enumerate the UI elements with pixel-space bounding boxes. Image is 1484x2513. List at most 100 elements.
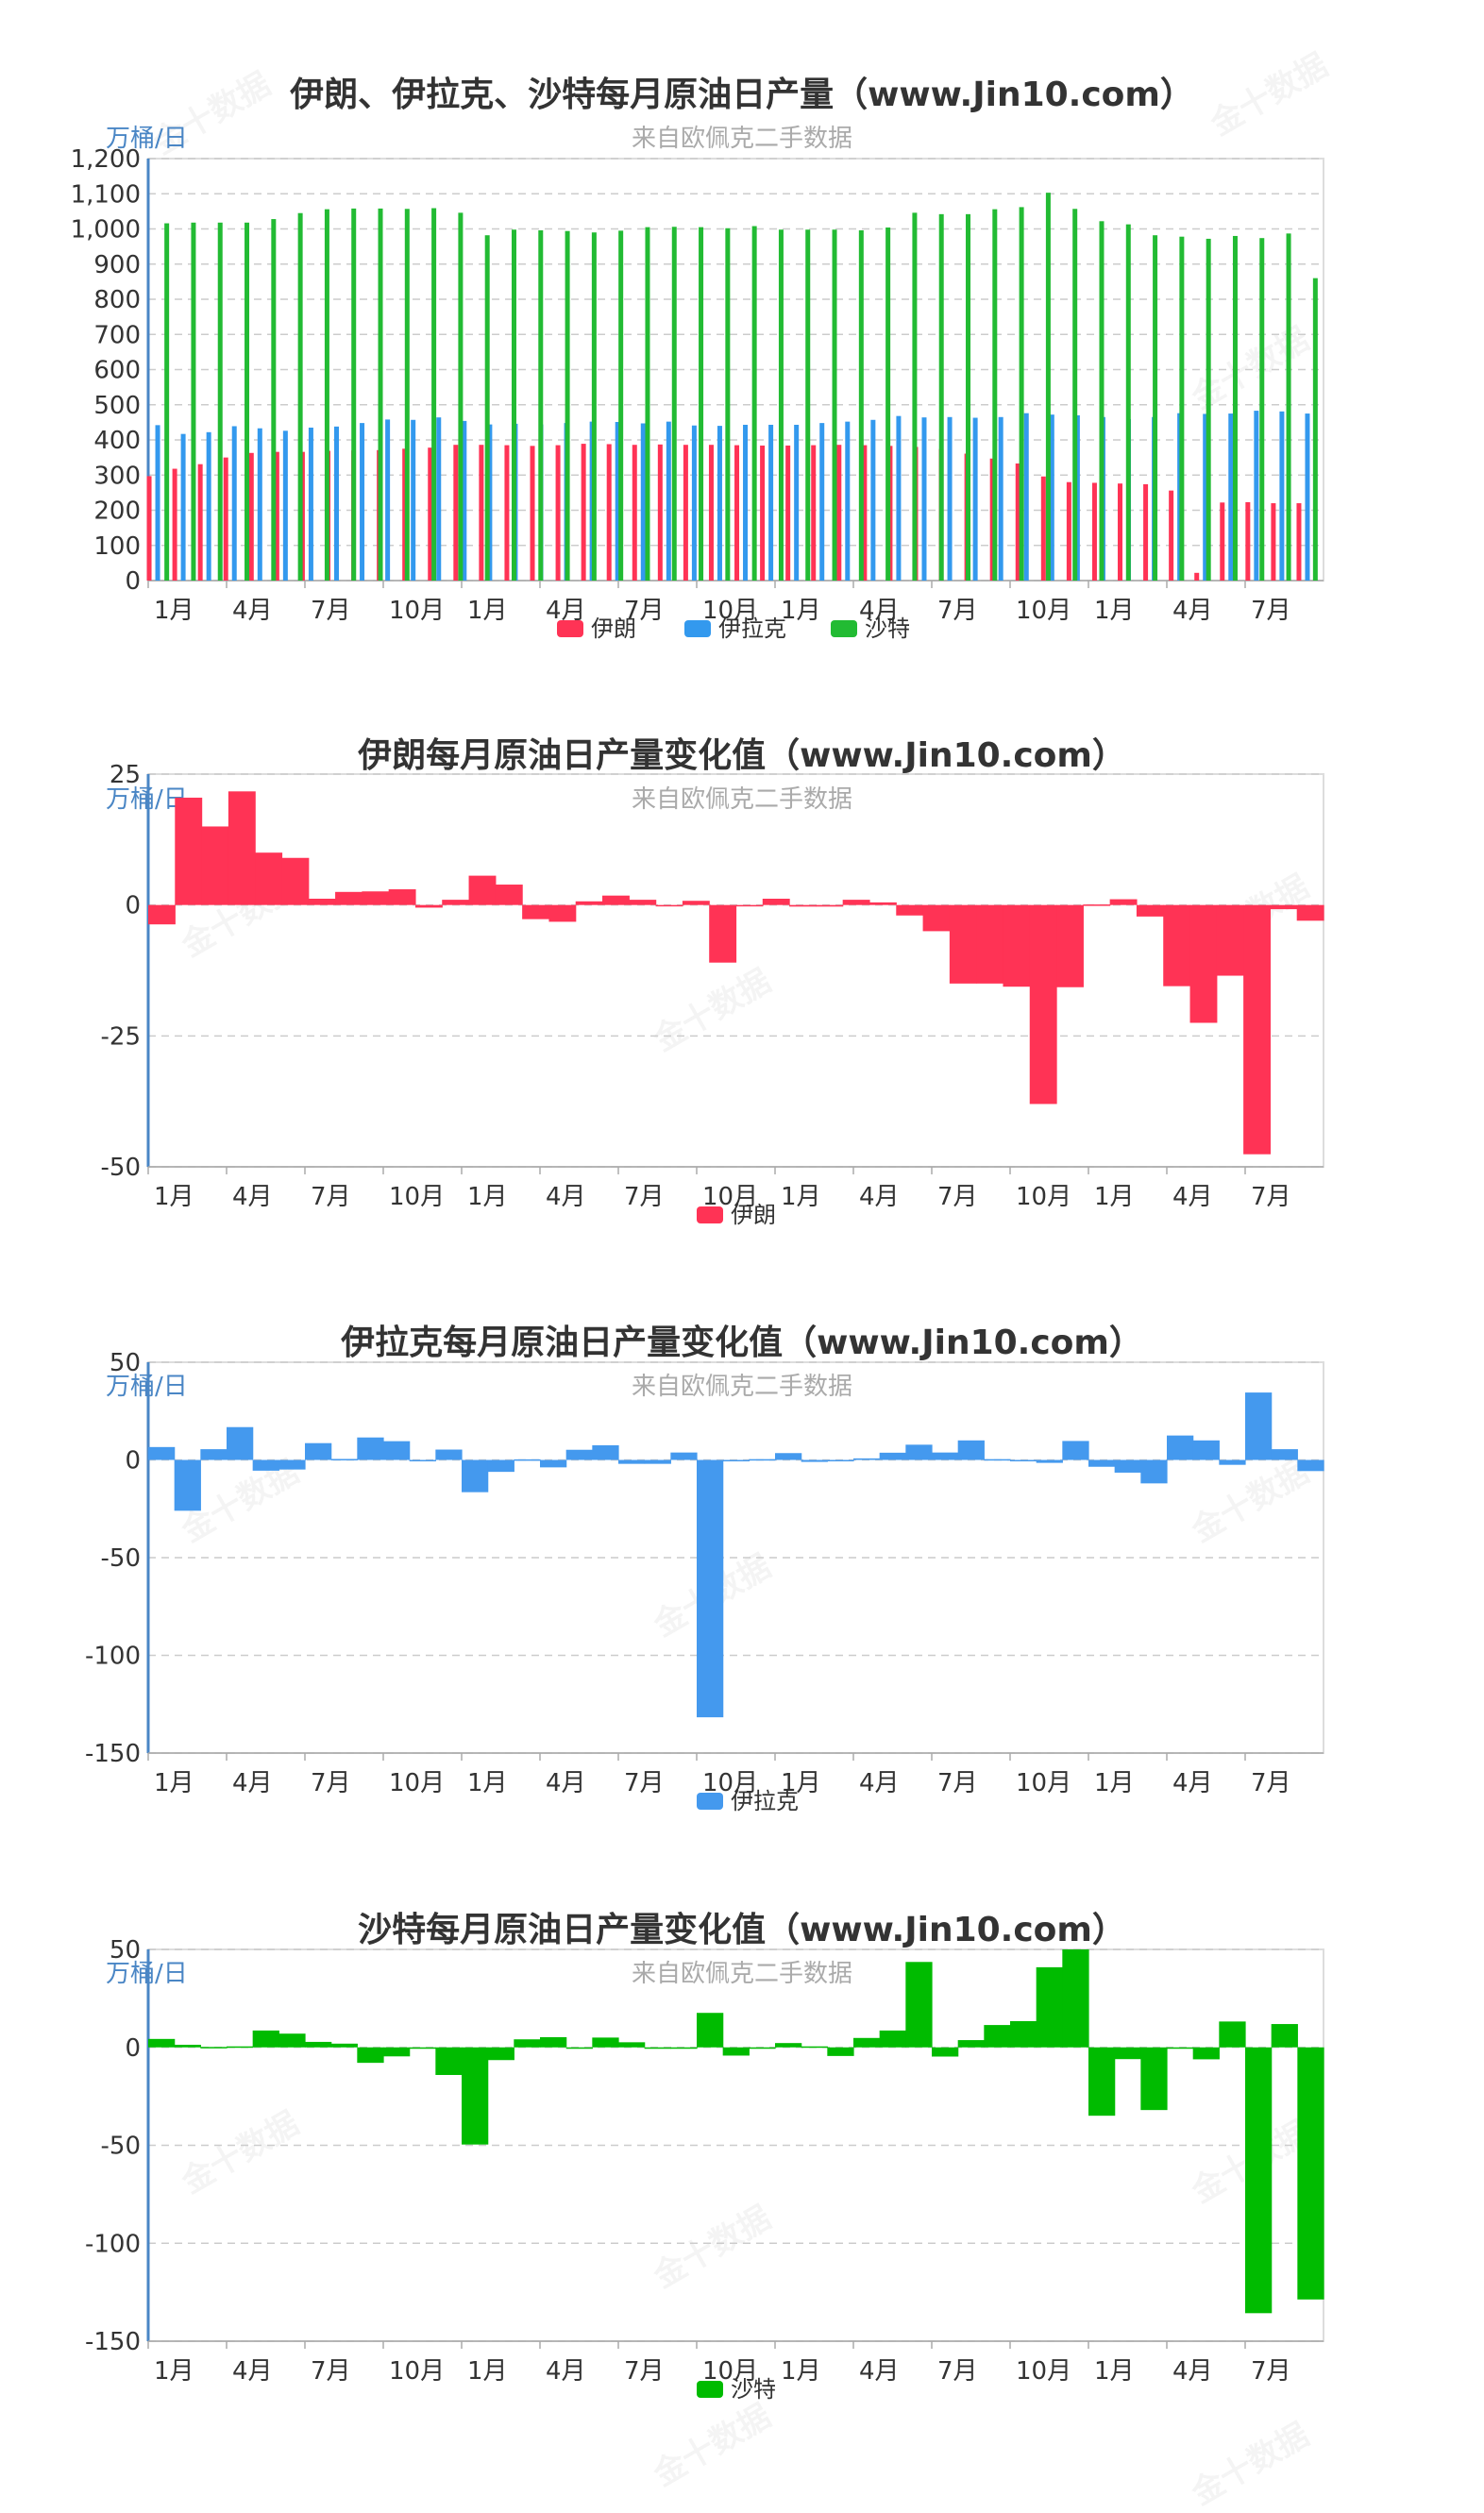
x-tick-label: 1月 [467,597,508,625]
y-tick-label: 200 [93,498,141,526]
bar-伊拉克 [896,415,902,581]
bar-伊拉克 [409,1459,436,1461]
bar-伊朗 [274,451,279,581]
bar-沙特 [1036,1966,1063,2048]
chart-panel: 伊朗、伊拉克、沙特每月原油日产量（www.Jin10.com） 来自欧佩克二手数据… [71,76,1324,642]
bar-伊拉克 [1271,1449,1298,1460]
bar-沙特 [778,229,784,581]
x-tick-label: 7月 [1251,597,1291,625]
bar-沙特 [351,208,357,581]
bar-伊朗 [868,902,897,905]
bar-沙特 [378,208,383,581]
y-unit-label: 万桶/日 [106,1373,188,1401]
chart-panel: 伊拉克每月原油日产量变化值（www.Jin10.com） 来自欧佩克二手数据 万桶/… [85,1323,1324,1814]
bar-沙特 [805,229,811,581]
bar-伊拉克 [308,427,313,581]
bar-伊拉克 [360,423,365,581]
bar-伊朗 [548,904,577,922]
bar-沙特 [164,223,170,582]
bar-伊朗 [629,900,657,905]
bar-伊拉克 [231,426,237,581]
legend: 伊朗 [697,1202,776,1228]
bar-沙特 [357,2047,384,2064]
y-tick-label: 100 [93,532,141,561]
bar-伊拉克 [180,433,186,581]
bar-沙特 [435,2047,463,2076]
bar-伊拉克 [411,419,416,581]
bar-沙特 [879,2030,906,2048]
x-tick-label: 4月 [859,1183,900,1211]
watermark-text: 金十数据 [1204,46,1335,143]
bar-伊拉克 [1245,1392,1273,1460]
bar-伊拉克 [592,1444,619,1460]
bar-伊朗 [789,904,817,907]
bar-沙特 [1179,236,1185,581]
bar-伊拉克 [1023,413,1029,581]
y-tick-label: 800 [93,286,141,314]
bar-伊朗 [428,447,433,581]
bar-伊拉克 [722,1459,750,1461]
y-unit-label: 万桶/日 [106,1960,188,1988]
bar-伊拉克 [670,1452,698,1460]
x-tick-label: 4月 [546,1769,586,1797]
x-tick-label: 1月 [154,1183,194,1211]
x-tick-label: 4月 [546,1183,586,1211]
bar-伊拉克 [385,419,391,581]
x-tick-label: 4月 [232,1769,273,1797]
y-tick-label: 0 [125,1447,141,1476]
x-tick-label: 7月 [937,2357,978,2386]
bar-沙特 [966,213,971,582]
chart-subtitle: 来自欧佩克二手数据 [632,1960,852,1988]
x-tick-label: 7月 [937,597,978,625]
bar-伊朗 [606,444,612,581]
y-tick-label: -150 [85,2328,141,2356]
bar-伊拉克 [921,417,927,581]
bar-沙特 [1072,209,1078,581]
bar-伊朗 [1220,502,1225,581]
bar-伊朗 [1029,904,1057,1105]
y-tick-label: 50 [110,1349,141,1377]
bar-伊拉克 [282,430,288,581]
bar-伊拉克 [1305,413,1310,581]
bar-伊拉克 [957,1440,985,1460]
bar-伊朗 [1194,572,1200,581]
bar-沙特 [1312,278,1318,581]
bar-沙特 [775,2043,802,2048]
bar-沙特 [1062,1949,1089,2048]
bar-沙特 [487,2047,514,2061]
x-tick-label: 7月 [311,597,351,625]
bar-伊拉克 [305,1442,332,1460]
y-tick-label: 300 [93,462,141,490]
bar-伊朗 [479,445,484,581]
bar-伊朗 [632,445,637,581]
bar-沙特 [484,235,490,581]
legend-swatch [697,1206,723,1223]
bar-伊拉克 [749,1459,776,1461]
watermark-text: 金十数据 [647,2397,778,2494]
bar-伊朗 [816,904,844,907]
bar-沙特 [912,212,918,582]
bar-沙特 [245,222,250,582]
legend: 伊拉克 [697,1788,799,1814]
bar-伊朗 [976,904,1004,984]
x-tick-label: 7月 [1251,1769,1291,1797]
bar-伊朗 [1296,904,1324,921]
x-tick-label: 10月 [1016,1769,1071,1797]
legend-label: 伊朗 [591,616,636,642]
x-tick-label: 7月 [311,2357,351,2386]
bar-伊朗 [1056,904,1084,987]
x-tick-label: 7月 [624,1769,665,1797]
bar-沙特 [404,209,410,581]
watermark-text: 金十数据 [1185,1453,1316,1550]
chart-subtitle: 来自欧佩克二手数据 [632,785,852,814]
bar-伊朗 [785,445,791,581]
bar-伊拉克 [879,1452,906,1460]
y-tick-label: -25 [101,1022,141,1051]
bar-伊朗 [201,826,229,905]
bar-伊朗 [949,904,977,984]
bar-伊拉克 [947,416,953,581]
x-tick-label: 1月 [1094,2357,1135,2386]
bar-伊拉克 [768,424,774,581]
bar-伊拉克 [1114,1459,1141,1473]
bar-伊朗 [862,445,868,581]
